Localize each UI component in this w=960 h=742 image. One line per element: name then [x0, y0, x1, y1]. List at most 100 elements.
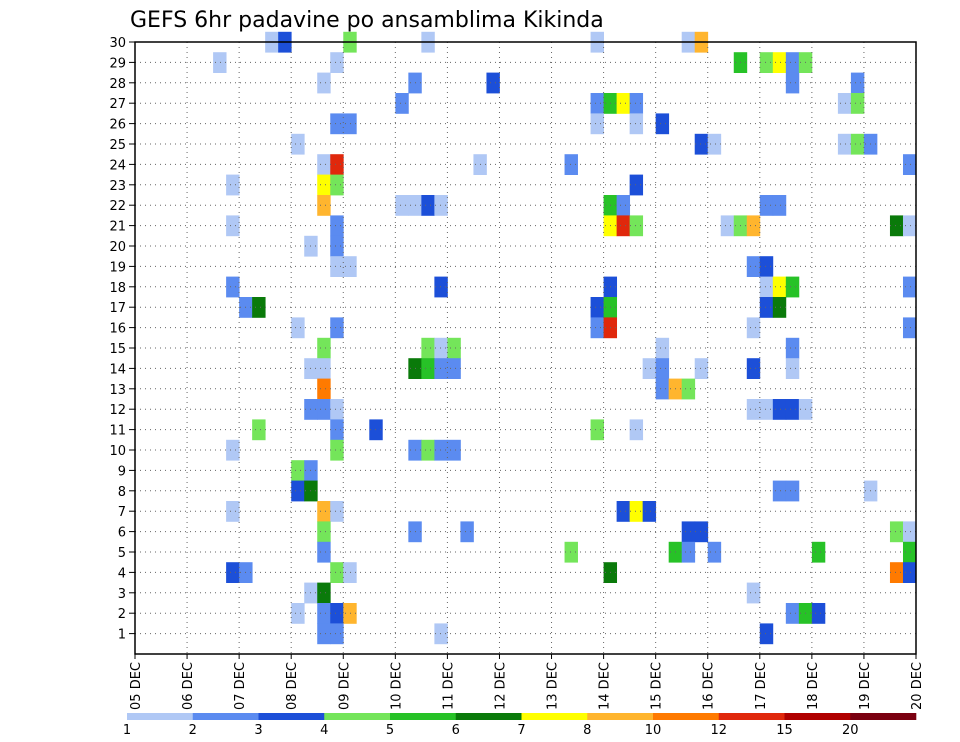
heatmap-cell	[434, 276, 448, 298]
y-tick-label: 4	[118, 566, 126, 581]
heatmap-cell	[317, 582, 331, 604]
colorbar-label: 15	[776, 723, 793, 738]
heatmap-cell	[317, 174, 331, 196]
heatmap-cell	[694, 358, 709, 379]
heatmap-cell	[330, 256, 344, 277]
colorbar-label: 8	[583, 723, 591, 738]
heatmap-cell	[837, 93, 852, 114]
heatmap-cell	[564, 154, 578, 175]
colorbar-label: 4	[320, 723, 328, 738]
x-tick-label: 12 DEC	[493, 662, 508, 710]
heatmap-cell	[642, 501, 657, 522]
heatmap-cell	[642, 358, 657, 379]
heatmap-cell	[590, 317, 604, 339]
heatmap-cell	[785, 52, 800, 73]
heatmap-cell	[343, 603, 357, 624]
heatmap-cell	[902, 276, 917, 298]
y-tick-label: 14	[109, 362, 126, 377]
heatmap-cell	[746, 256, 761, 277]
x-tick-label: 16 DEC	[702, 662, 717, 710]
heatmap-cell	[629, 501, 644, 522]
heatmap-cell	[759, 399, 774, 420]
y-tick-label: 13	[109, 383, 126, 398]
colorbar-label: 2	[189, 723, 197, 738]
y-tick-label: 23	[109, 179, 126, 194]
heatmap-cell	[252, 297, 266, 318]
heatmap-cell	[434, 195, 448, 216]
heatmap-cell	[330, 439, 344, 461]
heatmap-cell	[421, 439, 435, 461]
heatmap-cell	[902, 215, 917, 237]
x-tick-label: 19 DEC	[858, 662, 873, 710]
colorbar-label: 5	[386, 723, 394, 738]
heatmap-cell	[330, 154, 344, 175]
colorbar: 1 2 3 4 5 6 7 8 10 12 15 20	[123, 713, 917, 738]
heatmap-cell	[421, 337, 435, 359]
heatmap-cell	[291, 480, 305, 502]
heatmap-cell	[226, 276, 240, 298]
heatmap-cell	[226, 439, 240, 461]
colorbar-label: 12	[710, 723, 727, 738]
chart-title: GEFS 6hr padavine po ansamblima Kikinda	[130, 8, 604, 33]
colorbar-segment	[850, 713, 917, 720]
heatmap-cell	[317, 521, 331, 543]
heatmap-cell	[447, 337, 461, 359]
heatmap-cell	[772, 480, 787, 502]
heatmap-cell	[655, 337, 670, 359]
x-tick-label: 10 DEC	[389, 662, 404, 710]
heatmap-cell	[434, 623, 448, 645]
heatmap-cell	[330, 501, 344, 522]
heatmap-cell	[655, 358, 670, 379]
heatmap-cell	[772, 52, 787, 73]
y-tick-label: 28	[109, 77, 126, 92]
colorbar-segment	[784, 713, 851, 720]
heatmap-cell	[317, 72, 331, 94]
heatmap-cell	[252, 419, 266, 441]
y-tick-label: 22	[109, 199, 126, 214]
heatmap-cell	[902, 317, 917, 339]
heatmap-cell	[213, 52, 227, 73]
heatmap-cell	[590, 419, 604, 441]
heatmap-cell	[850, 72, 865, 94]
heatmap-cell	[746, 358, 761, 379]
colorbar-label: 7	[517, 723, 525, 738]
heatmap-cell	[720, 215, 735, 237]
heatmap-cell	[629, 113, 644, 135]
heatmap-cell	[460, 521, 474, 543]
heatmap-cell	[772, 195, 787, 216]
heatmap-cell	[681, 521, 696, 543]
y-tick-label: 30	[109, 36, 126, 51]
y-tick-label: 17	[109, 301, 126, 316]
y-tick-label: 24	[109, 158, 126, 173]
x-tick-label: 14 DEC	[598, 662, 613, 710]
heatmap-cell	[785, 603, 800, 624]
y-tick-label: 1	[118, 628, 126, 643]
heatmap-cell	[889, 562, 904, 583]
heatmap-cell	[902, 154, 917, 175]
heatmap-cell	[616, 501, 631, 522]
heatmap-cell	[226, 174, 240, 196]
heatmap-cell	[343, 113, 357, 135]
heatmap-cell	[421, 358, 435, 379]
heatmap-cell	[759, 256, 774, 277]
y-tick-label: 8	[118, 485, 126, 500]
grid-lines	[135, 41, 916, 654]
heatmap-cell	[772, 297, 787, 318]
heatmap-cell	[850, 133, 865, 155]
heatmap-cell	[447, 358, 461, 379]
y-tick-label: 27	[109, 97, 126, 112]
y-tick-label: 3	[118, 587, 126, 602]
colorbar-segment	[587, 713, 654, 720]
heatmap-cell	[226, 501, 240, 522]
heatmap-cell	[291, 133, 305, 155]
heatmap-cell	[317, 623, 331, 645]
colorbar-label: 3	[254, 723, 262, 738]
heatmap-cell	[707, 541, 722, 563]
x-tick-label: 11 DEC	[441, 662, 456, 710]
colorbar-label: 6	[452, 723, 460, 738]
heatmap-cell	[447, 439, 461, 461]
heatmap-cell	[395, 195, 409, 216]
colorbar-segment	[653, 713, 720, 720]
heatmap-cell	[330, 113, 344, 135]
